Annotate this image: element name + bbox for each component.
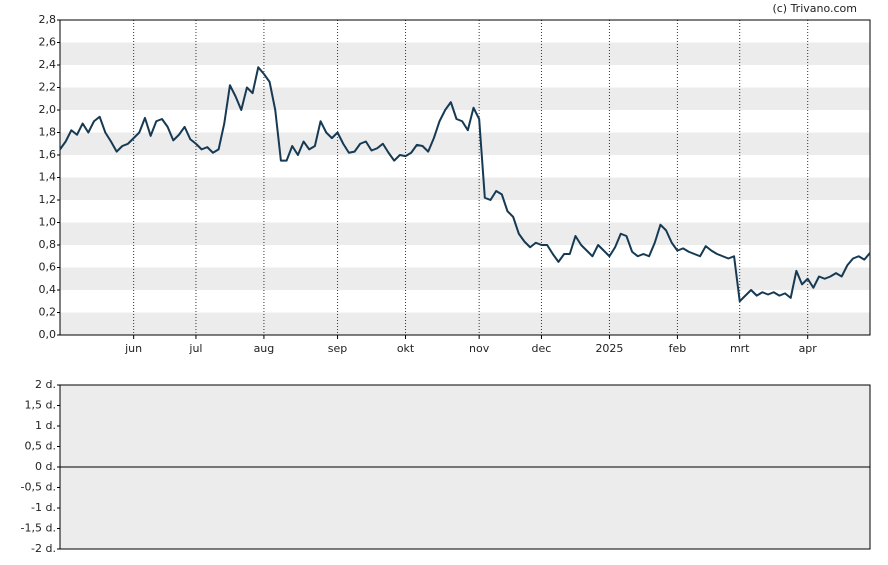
x-tick-label: jul	[188, 342, 202, 355]
plot-frame	[59, 19, 871, 336]
grid-band	[60, 487, 870, 508]
x-tick-label: okt	[397, 342, 415, 355]
y-tick-label: -2 d.	[31, 542, 56, 555]
x-tick-label: mrt	[730, 342, 750, 355]
grid-band	[60, 42, 870, 65]
grid-band	[60, 426, 870, 447]
grid-band	[60, 385, 870, 406]
x-tick-label: sep	[328, 342, 347, 355]
y-tick-label: 2 d.	[35, 378, 56, 391]
x-tick-label: dec	[532, 342, 552, 355]
grid-band	[60, 405, 870, 426]
grid-band	[60, 528, 870, 549]
y-tick-label: 0,0	[39, 328, 57, 341]
x-tick-label: aug	[254, 342, 275, 355]
y-tick-label: 0 d.	[35, 460, 56, 473]
y-tick-label: 1,2	[39, 193, 57, 206]
y-tick-label: 1 d.	[35, 419, 56, 432]
y-tick-label: 1,0	[39, 216, 57, 229]
y-tick-label: 0,2	[39, 306, 57, 319]
price-line	[59, 66, 871, 303]
y-tick-label: 0,5 d.	[25, 440, 56, 453]
grid-band	[60, 87, 870, 110]
x-tick-label: feb	[669, 342, 687, 355]
grid-band	[60, 446, 870, 467]
y-tick-label: 1,6	[39, 148, 57, 161]
y-tick-label: 0,6	[39, 261, 57, 274]
y-tick-label: 2,4	[39, 58, 57, 71]
grid-band	[60, 312, 870, 335]
grid-band	[60, 177, 870, 200]
y-tick-label: 2,8	[39, 13, 57, 26]
y-tick-label: 2,0	[39, 103, 57, 116]
x-tick-label: 2025	[595, 342, 623, 355]
y-tick-label: -1,5 d.	[21, 522, 56, 535]
x-tick-label: nov	[469, 342, 490, 355]
y-tick-label: 1,5 d.	[25, 399, 56, 412]
grid-band	[60, 132, 870, 155]
grid-band	[60, 222, 870, 245]
credit: (c) Trivano.com	[772, 2, 857, 15]
y-tick-label: 1,8	[39, 126, 57, 139]
x-tick-label: jun	[124, 342, 142, 355]
grid-band	[60, 508, 870, 529]
x-tick-label: apr	[799, 342, 818, 355]
plot-frame	[59, 384, 871, 550]
y-tick-label: 0,4	[39, 283, 57, 296]
y-tick-label: -0,5 d.	[21, 481, 56, 494]
grid-band	[60, 267, 870, 290]
y-tick-label: 1,4	[39, 171, 57, 184]
y-tick-label: -1 d.	[31, 501, 56, 514]
y-tick-label: 2,6	[39, 36, 57, 49]
y-tick-label: 0,8	[39, 238, 57, 251]
grid-band	[60, 467, 870, 488]
y-tick-label: 2,2	[39, 81, 57, 94]
